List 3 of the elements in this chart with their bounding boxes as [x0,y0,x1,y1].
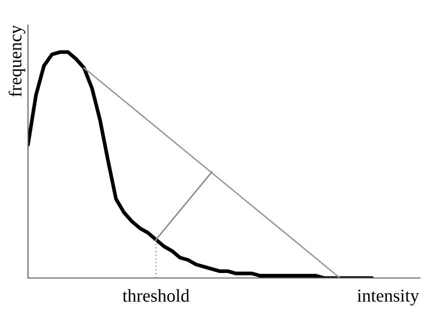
x-tick-label: intensity [357,290,420,306]
y-axis-title: frequency [8,25,26,97]
x-tick-label: threshold [122,289,190,302]
